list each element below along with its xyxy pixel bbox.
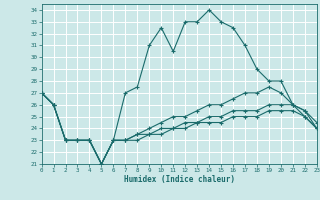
X-axis label: Humidex (Indice chaleur): Humidex (Indice chaleur) bbox=[124, 175, 235, 184]
